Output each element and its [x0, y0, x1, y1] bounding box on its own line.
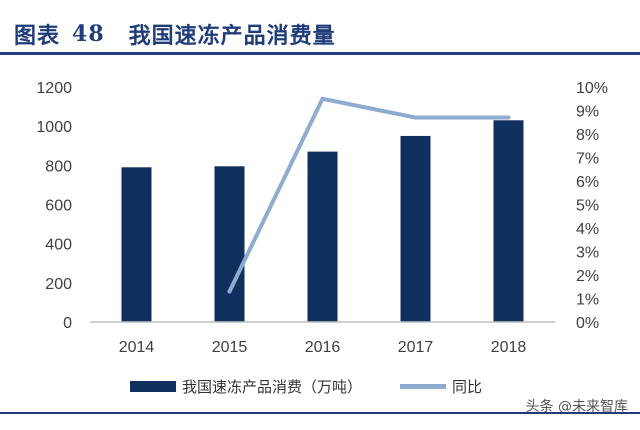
y-left-tick-label: 800 — [45, 158, 72, 175]
y-right-tick-label: 8% — [576, 127, 599, 144]
y-right-tick-label: 4% — [576, 221, 599, 238]
footer-rule — [0, 412, 640, 414]
bar — [121, 167, 152, 322]
y-left-tick-label: 1200 — [36, 80, 72, 97]
line-point — [413, 115, 418, 120]
watermark: 头条 @未来智库 — [525, 399, 628, 415]
figure-label: 图表 — [14, 23, 61, 49]
legend-bar-swatch — [130, 381, 176, 392]
x-tick-label: 2017 — [398, 339, 434, 356]
y-right-tick-label: 3% — [576, 245, 599, 262]
legend-line-label: 同比 — [452, 378, 483, 396]
line-point — [320, 96, 325, 101]
bar — [214, 166, 245, 322]
bar — [307, 151, 338, 322]
y-right-axis-ticks: 0% 1% 2% 3% 4% 5% 6% 7% 8% 9% 10% — [576, 80, 608, 332]
y-left-axis-ticks: 0 200 400 600 800 1000 1200 — [36, 80, 72, 332]
x-axis-ticks: 2014 2015 2016 2017 2018 — [119, 339, 527, 356]
y-right-tick-label: 0% — [576, 315, 599, 332]
y-left-tick-label: 200 — [45, 276, 72, 293]
legend-line-swatch — [400, 384, 447, 389]
legend: 我国速冻产品消费（万吨） 同比 — [130, 376, 482, 397]
bar — [400, 135, 431, 322]
chart-title: 我国速冻产品消费量 — [128, 23, 336, 49]
y-right-tick-label: 10% — [576, 80, 608, 97]
y-right-tick-label: 7% — [576, 151, 599, 168]
line-point — [506, 115, 511, 120]
y-right-tick-label: 9% — [576, 104, 599, 121]
x-tick-label: 2014 — [119, 339, 155, 356]
bar — [493, 120, 524, 323]
y-right-tick-label: 2% — [576, 268, 599, 285]
line-series — [227, 96, 511, 294]
y-right-tick-label: 5% — [576, 198, 599, 215]
y-left-tick-label: 400 — [45, 237, 72, 254]
x-tick-label: 2018 — [491, 339, 527, 356]
line-point — [227, 289, 232, 294]
y-right-tick-label: 6% — [576, 174, 599, 191]
bar-series — [121, 120, 524, 323]
y-right-tick-label: 1% — [576, 292, 599, 309]
figure-title: 图表 48 我国速冻产品消费量 — [14, 18, 336, 50]
line-series-path — [227, 96, 511, 294]
x-tick-label: 2015 — [212, 339, 248, 356]
x-tick-label: 2016 — [305, 339, 341, 356]
y-left-tick-label: 600 — [45, 198, 72, 215]
legend-bar-label: 我国速冻产品消费（万吨） — [182, 378, 363, 396]
y-left-tick-label: 1000 — [36, 119, 72, 136]
title-rule — [0, 52, 640, 55]
figure-number: 48 — [72, 21, 105, 47]
y-left-tick-label: 0 — [63, 315, 72, 332]
